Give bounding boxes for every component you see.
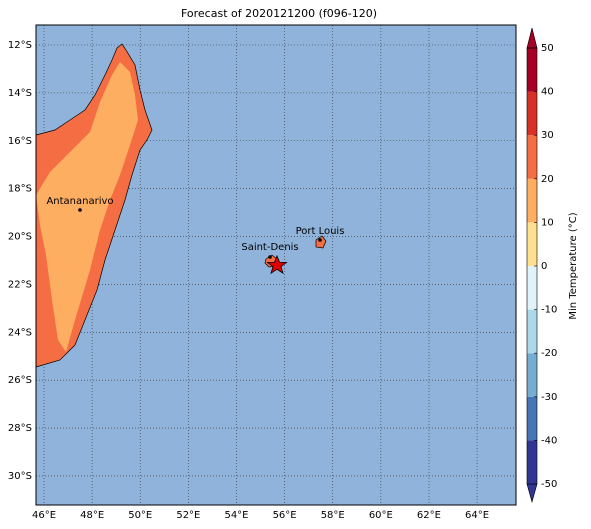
colorbar-tick-label: -10 xyxy=(541,305,557,316)
colorbar-tick-label: 40 xyxy=(541,87,554,98)
colorbar-label: Min Temperature (°C) xyxy=(568,212,579,319)
city-label: Antananarivo xyxy=(46,196,113,207)
colorbar-extend-high xyxy=(526,27,538,49)
colorbar-band xyxy=(527,135,537,179)
colorbar-band xyxy=(527,309,537,354)
lon-tick-label: 62°E xyxy=(417,510,441,521)
city-dot xyxy=(268,255,272,259)
city-dot xyxy=(318,238,322,242)
madagascar-warm-zone xyxy=(36,62,138,352)
lon-tick-label: 64°E xyxy=(465,510,489,521)
title: Forecast of 2020121200 (f096-120) xyxy=(181,7,377,20)
mauritius xyxy=(315,235,327,249)
colorbar-band xyxy=(527,48,537,92)
lon-tick-label: 54°E xyxy=(224,510,248,521)
lon-tick-label: 58°E xyxy=(321,510,345,521)
city-dot xyxy=(78,208,82,212)
lon-tick-label: 60°E xyxy=(369,510,393,521)
colorbar-band xyxy=(527,222,537,266)
lon-tick-label: 52°E xyxy=(176,510,200,521)
lat-tick-label: 22°S xyxy=(8,279,32,290)
target-star xyxy=(266,254,288,275)
lat-tick-label: 16°S xyxy=(8,136,32,147)
colorbar-tick-label: 20 xyxy=(541,174,554,185)
colorbar-band xyxy=(527,396,537,441)
lon-tick-label: 46°E xyxy=(32,510,56,521)
city-label: Port Louis xyxy=(296,226,345,237)
lat-tick-label: 26°S xyxy=(8,375,32,386)
colorbar: -50 -40 -30 -20 -10 0 10 20 30 40 50 xyxy=(526,27,557,504)
lat-tick-label: 20°S xyxy=(8,232,32,243)
colorbar-tick-label: -40 xyxy=(541,435,557,446)
colorbar-extend-low xyxy=(526,483,538,504)
lat-tick-label: 14°S xyxy=(8,88,32,99)
map-frame xyxy=(35,24,517,506)
lat-tick-label: 28°S xyxy=(8,423,32,434)
lon-tick-label: 50°E xyxy=(128,510,152,521)
colorbar-tick-label: -30 xyxy=(541,392,557,403)
colorbar-band xyxy=(527,178,537,223)
colorbar-tick-label: 30 xyxy=(541,130,554,141)
lat-tick-label: 24°S xyxy=(8,327,32,338)
colorbar-band xyxy=(527,266,537,310)
city-label: Saint-Denis xyxy=(241,242,298,253)
colorbar-tick-label: -20 xyxy=(541,348,557,359)
lat-tick-label: 18°S xyxy=(8,184,32,195)
colorbar-band xyxy=(527,440,537,484)
colorbar-tick-label: -50 xyxy=(541,479,557,490)
lon-tick-label: 56°E xyxy=(273,510,297,521)
colorbar-tick-label: 0 xyxy=(541,261,547,272)
colorbar-tick-label: 10 xyxy=(541,217,554,228)
lat-tick-label: 12°S xyxy=(8,40,32,51)
colorbar-band xyxy=(527,91,537,136)
lat-tick-label: 30°S xyxy=(8,471,32,482)
graticule xyxy=(36,25,516,505)
colorbar-band xyxy=(527,353,537,397)
colorbar-tick-label: 50 xyxy=(541,43,554,54)
lon-tick-label: 48°E xyxy=(80,510,104,521)
